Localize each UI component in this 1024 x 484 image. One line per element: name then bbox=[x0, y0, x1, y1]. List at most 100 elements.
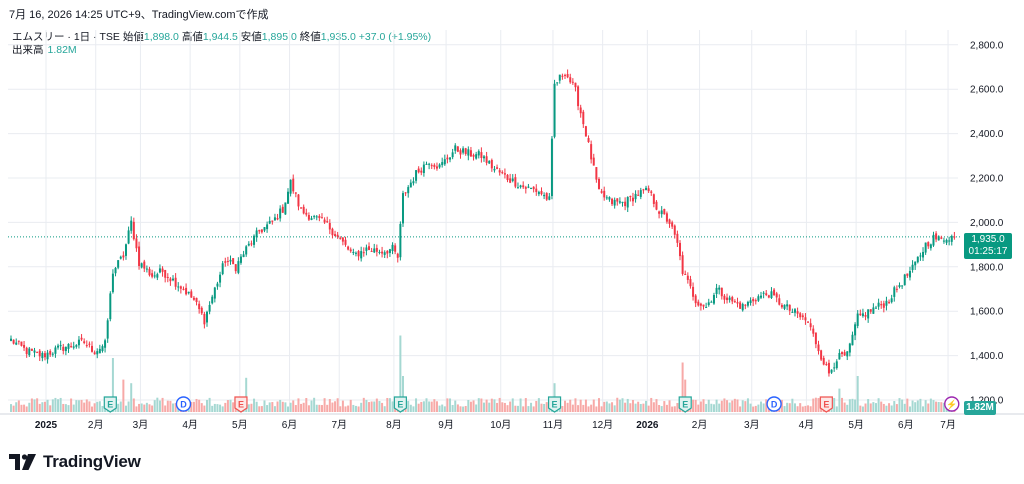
candle-body bbox=[417, 168, 420, 173]
candle-body bbox=[582, 111, 585, 125]
candle-body bbox=[600, 191, 603, 193]
candle-body bbox=[605, 197, 608, 199]
volume-bar bbox=[530, 402, 533, 412]
volume-bar bbox=[616, 397, 619, 412]
candle-body bbox=[668, 219, 671, 224]
volume-bar bbox=[935, 401, 938, 412]
candle-body bbox=[914, 261, 917, 266]
volume-bar bbox=[132, 398, 135, 412]
candle-body bbox=[480, 152, 483, 158]
x-tick-label: 7月 bbox=[331, 419, 347, 431]
volume-bar bbox=[30, 398, 33, 412]
volume-bar bbox=[726, 400, 729, 412]
candle-body bbox=[221, 263, 224, 275]
volume-bar bbox=[64, 404, 67, 412]
candle-body bbox=[846, 351, 849, 357]
candle-body bbox=[391, 244, 394, 251]
volume-bar bbox=[412, 406, 415, 412]
symbol-label[interactable]: エムスリー · 1日 · TSE bbox=[12, 31, 120, 43]
candle-body bbox=[880, 304, 883, 306]
candle-body bbox=[694, 295, 697, 304]
candle-body bbox=[315, 216, 318, 218]
volume-bar bbox=[88, 401, 91, 412]
candle-body bbox=[483, 156, 485, 159]
candle-body bbox=[80, 337, 83, 340]
candle-body bbox=[467, 149, 470, 156]
volume-bar bbox=[313, 397, 316, 412]
candle-body bbox=[603, 190, 606, 198]
candle-body bbox=[331, 228, 334, 236]
volume-bar bbox=[665, 404, 668, 412]
volume-bar bbox=[415, 398, 418, 412]
candle-body bbox=[501, 172, 504, 174]
candle-body bbox=[485, 156, 488, 163]
candle-body bbox=[545, 193, 548, 200]
volume-bar bbox=[927, 403, 930, 412]
low-label: 安値 bbox=[240, 31, 262, 43]
volume-bar bbox=[705, 403, 708, 412]
candle-body bbox=[498, 170, 501, 173]
volume-bar bbox=[869, 403, 872, 412]
candle-body bbox=[564, 74, 567, 76]
candle-body bbox=[678, 242, 681, 257]
candle-body bbox=[33, 350, 36, 353]
volume-bar bbox=[111, 358, 114, 412]
volume-bar bbox=[597, 398, 600, 412]
volume-bar bbox=[854, 399, 857, 412]
volume-bar bbox=[449, 398, 452, 412]
candle-body bbox=[569, 77, 572, 83]
price-chart[interactable]: E D E E E E D E ⚡ 2,800.02,600.02,400.02,200.02,… bbox=[0, 0, 1024, 440]
y-tick-label: 1,400.0 bbox=[970, 351, 1004, 362]
event-marker-dividend: D bbox=[175, 396, 192, 412]
volume-bar bbox=[158, 400, 161, 412]
volume-bar bbox=[655, 399, 658, 412]
volume-bar bbox=[430, 401, 433, 412]
volume-bar bbox=[540, 403, 543, 412]
x-tick-label: 4月 bbox=[182, 419, 198, 431]
volume-bar bbox=[375, 398, 378, 412]
volume-bar bbox=[908, 406, 911, 412]
candle-body bbox=[234, 264, 237, 272]
candle-body bbox=[950, 236, 953, 242]
volume-bar bbox=[697, 404, 700, 412]
candle-body bbox=[940, 237, 943, 239]
candle-body bbox=[360, 251, 363, 259]
svg-text:⚡: ⚡ bbox=[946, 399, 957, 411]
volume-bar bbox=[135, 406, 138, 412]
volume-bar bbox=[799, 403, 802, 412]
candle-body bbox=[46, 352, 49, 360]
volume-bar bbox=[438, 405, 441, 412]
candle-body bbox=[770, 291, 773, 298]
volume-bar bbox=[634, 403, 637, 412]
volume-bar bbox=[93, 403, 96, 412]
volume-bar bbox=[253, 398, 256, 412]
candle-body bbox=[198, 303, 201, 310]
y-tick-label: 2,600.0 bbox=[970, 85, 1004, 96]
candle-body bbox=[247, 243, 250, 246]
candle-body bbox=[365, 247, 368, 251]
candle-body bbox=[762, 292, 765, 294]
volume-bar bbox=[153, 400, 156, 412]
y-tick-label: 2,800.0 bbox=[970, 40, 1004, 51]
volume-bar bbox=[213, 403, 216, 412]
candle-body bbox=[98, 348, 101, 354]
volume-bar bbox=[459, 406, 462, 412]
candle-body bbox=[88, 343, 91, 345]
volume-bar bbox=[156, 397, 159, 412]
tradingview-logo[interactable]: TradingView bbox=[9, 452, 141, 472]
candle-body bbox=[253, 235, 256, 245]
volume-bar bbox=[571, 404, 574, 412]
volume-bar bbox=[859, 405, 862, 412]
volume-bar bbox=[893, 401, 896, 412]
volume-bar bbox=[166, 400, 169, 412]
volume-bar bbox=[57, 399, 60, 412]
volume-bar bbox=[707, 399, 710, 412]
candle-body bbox=[626, 197, 629, 208]
close-value: 1,935.0 bbox=[320, 31, 356, 43]
candle-body bbox=[307, 215, 310, 220]
x-tick-label: 4月 bbox=[799, 419, 815, 431]
volume-bar bbox=[401, 376, 404, 412]
high-value: 1,944.5 bbox=[202, 31, 238, 43]
candle-body bbox=[10, 338, 12, 341]
volume-bar bbox=[200, 403, 203, 412]
